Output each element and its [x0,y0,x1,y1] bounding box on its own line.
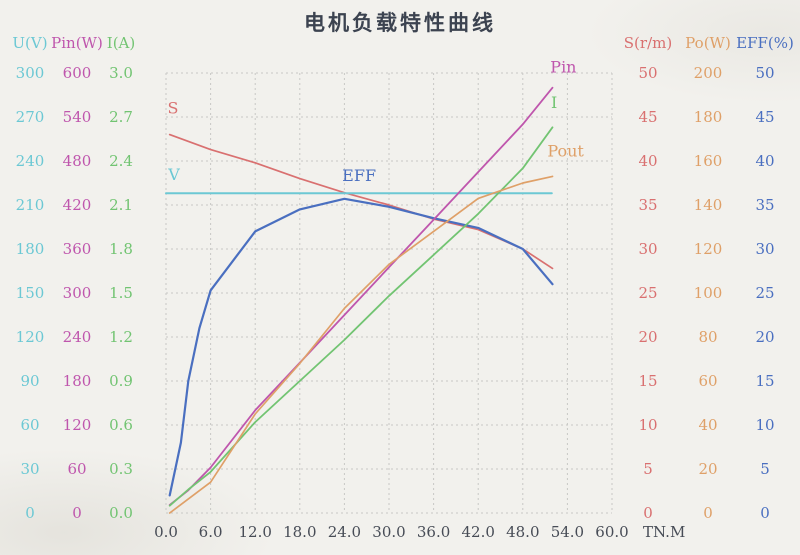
axis-header-pow: Po(W) [685,34,731,52]
x-axis-tick: 18.0 [283,523,317,541]
axis-tick: 0.9 [109,372,133,390]
x-axis-tick: 48.0 [506,523,540,541]
curve-pout [168,175,554,514]
axis-tick: 420 [62,196,92,214]
axis-tick: 360 [62,240,92,258]
axis-tick: 50 [638,64,658,82]
x-axis-tick: 0.0 [154,523,178,541]
axis-tick: 0.3 [109,460,133,478]
axis-tick: 1.2 [109,328,133,346]
axis-tick: 140 [693,196,723,214]
axis-tick: 600 [62,64,92,82]
x-axis-tick: 24.0 [327,523,362,541]
axis-tick: 100 [693,284,723,302]
x-axis-tick: 54.0 [550,523,585,541]
curve-label-eff: EFF [342,166,376,185]
axis-tick: 300 [62,284,92,302]
axis-tick: 35 [638,196,658,214]
axis-tick: 3.0 [109,64,133,82]
curve-label-s: S [167,98,178,117]
axis-tick: 90 [20,372,40,390]
axis-tick: 80 [698,328,718,346]
axis-tick: 0 [643,504,653,522]
chart-title: 电机负载特性曲线 [304,10,496,35]
axis-tick: 0 [703,504,713,522]
axis-tick: 480 [62,152,92,170]
axis-header-ia: I(A) [106,34,136,52]
axis-tick: 210 [15,196,45,214]
axis-tick: 2.7 [109,108,133,126]
axis-tick: 300 [15,64,45,82]
axis-tick: 1.8 [109,240,133,258]
axis-tick: 20 [638,328,658,346]
curve-label-v: V [167,165,180,184]
axis-tick: 0 [25,504,35,522]
x-axis-tick: 36.0 [416,523,451,541]
axis-tick: 200 [693,64,723,82]
axis-tick: 2.1 [109,196,133,214]
axis-tick: 40 [638,152,658,170]
x-axis-tick: 30.0 [372,523,406,541]
axis-tick: 45 [755,108,775,126]
axis-tick: 20 [755,328,775,346]
axis-tick: 30 [20,460,40,478]
curve-label-pin: Pin [550,57,576,76]
curve-pin [168,86,554,506]
axis-tick: 60 [20,416,40,434]
curve-label-i: I [551,93,557,112]
axis-tick: 30 [755,240,775,258]
x-axis-tick: 12.0 [238,523,272,541]
curve-label-pout: Pout [547,142,584,161]
axis-tick: 120 [693,240,723,258]
axis-header-eff: EFF(%) [736,34,794,52]
axis-tick: 240 [62,328,92,346]
x-axis-tick: 42.0 [461,523,495,541]
axis-tick: 20 [698,460,718,478]
axis-tick: 50 [755,64,775,82]
axis-tick: 0.6 [109,416,133,434]
axis-tick: 0 [72,504,82,522]
axis-tick: 5 [760,460,770,478]
axis-tick: 180 [62,372,92,390]
axis-tick: 270 [15,108,45,126]
x-axis-tick: 6.0 [198,523,223,541]
axis-tick: 25 [755,284,775,302]
axis-tick: 540 [62,108,92,126]
axis-tick: 5 [643,460,653,478]
axis-tick: 35 [755,196,775,214]
axis-header-srm: S(r/m) [623,34,673,52]
axis-header-pinw: Pin(W) [51,34,103,52]
curve-i [168,126,554,507]
axis-tick: 15 [755,372,775,390]
x-axis-tick: 60.0 [595,523,629,541]
axis-tick: 10 [755,416,775,434]
axis-tick: 120 [62,416,92,434]
axis-tick: 45 [638,108,658,126]
axis-header-uv: U(V) [12,34,48,52]
axis-tick: 240 [15,152,45,170]
axis-tick: 10 [638,416,658,434]
axis-tick: 40 [755,152,775,170]
axis-tick: 180 [693,108,723,126]
axis-tick: 60 [67,460,87,478]
axis-tick: 0 [760,504,770,522]
axis-tick: 160 [693,152,723,170]
axis-tick: 60 [698,372,718,390]
axis-tick: 1.5 [109,284,133,302]
x-axis-unit-label: TN.M [643,523,686,541]
axis-tick: 2.4 [109,152,133,170]
axis-tick: 15 [638,372,658,390]
curve-eff [168,197,554,497]
axis-tick: 0.0 [109,504,133,522]
axis-tick: 180 [15,240,45,258]
axis-tick: 120 [15,328,45,346]
axis-tick: 40 [698,416,718,434]
axis-tick: 30 [638,240,658,258]
axis-tick: 25 [638,284,658,302]
axis-tick: 150 [15,284,45,302]
